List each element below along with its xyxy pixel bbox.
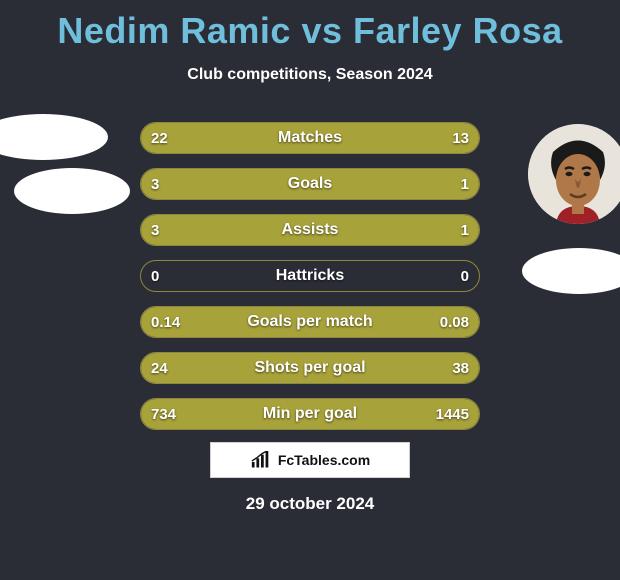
stat-row: 31Goals <box>140 168 480 200</box>
stat-bar-right <box>356 307 479 337</box>
stat-row: 2438Shots per goal <box>140 352 480 384</box>
player2-avatar <box>528 124 620 224</box>
date-text: 29 october 2024 <box>0 494 620 514</box>
stats-bars: 2213Matches 31Goals 31Assists 0 0Hattricks 0.… <box>140 122 480 444</box>
stat-row: 2213Matches <box>140 122 480 154</box>
stat-bar-right <box>395 215 480 245</box>
vs-text: vs <box>301 10 342 51</box>
player1-flag-ellipse-2 <box>14 168 130 214</box>
stat-bar-right <box>255 399 479 429</box>
player2-flag-ellipse <box>522 248 620 294</box>
footer-brand-text: FcTables.com <box>278 452 370 468</box>
stat-bar-left <box>141 307 356 337</box>
stat-row: 31Assists <box>140 214 480 246</box>
stat-label: Hattricks <box>141 261 479 291</box>
stat-value-left: 0 <box>151 261 159 291</box>
stat-row: 0 0Hattricks <box>140 260 480 292</box>
stat-bar-left <box>141 353 272 383</box>
stat-bar-left <box>141 169 395 199</box>
player1-flag-ellipse <box>0 114 108 160</box>
stat-bar-right <box>354 123 479 153</box>
stat-value-right: 0 <box>461 261 469 291</box>
stat-bar-right <box>395 169 480 199</box>
player2-name: Farley Rosa <box>353 10 563 51</box>
stat-row: 7341445Min per goal <box>140 398 480 430</box>
player1-name: Nedim Ramic <box>57 10 291 51</box>
page-title: Nedim Ramic vs Farley Rosa <box>0 0 620 52</box>
stat-bar-left <box>141 215 395 245</box>
subtitle: Club competitions, Season 2024 <box>0 66 620 84</box>
stat-row: 0.140.08Goals per match <box>140 306 480 338</box>
fctables-logo-icon <box>250 451 272 469</box>
stat-bar-left <box>141 399 255 429</box>
stat-bar-left <box>141 123 354 153</box>
footer-brand-box[interactable]: FcTables.com <box>210 442 410 478</box>
stat-bar-right <box>272 353 479 383</box>
